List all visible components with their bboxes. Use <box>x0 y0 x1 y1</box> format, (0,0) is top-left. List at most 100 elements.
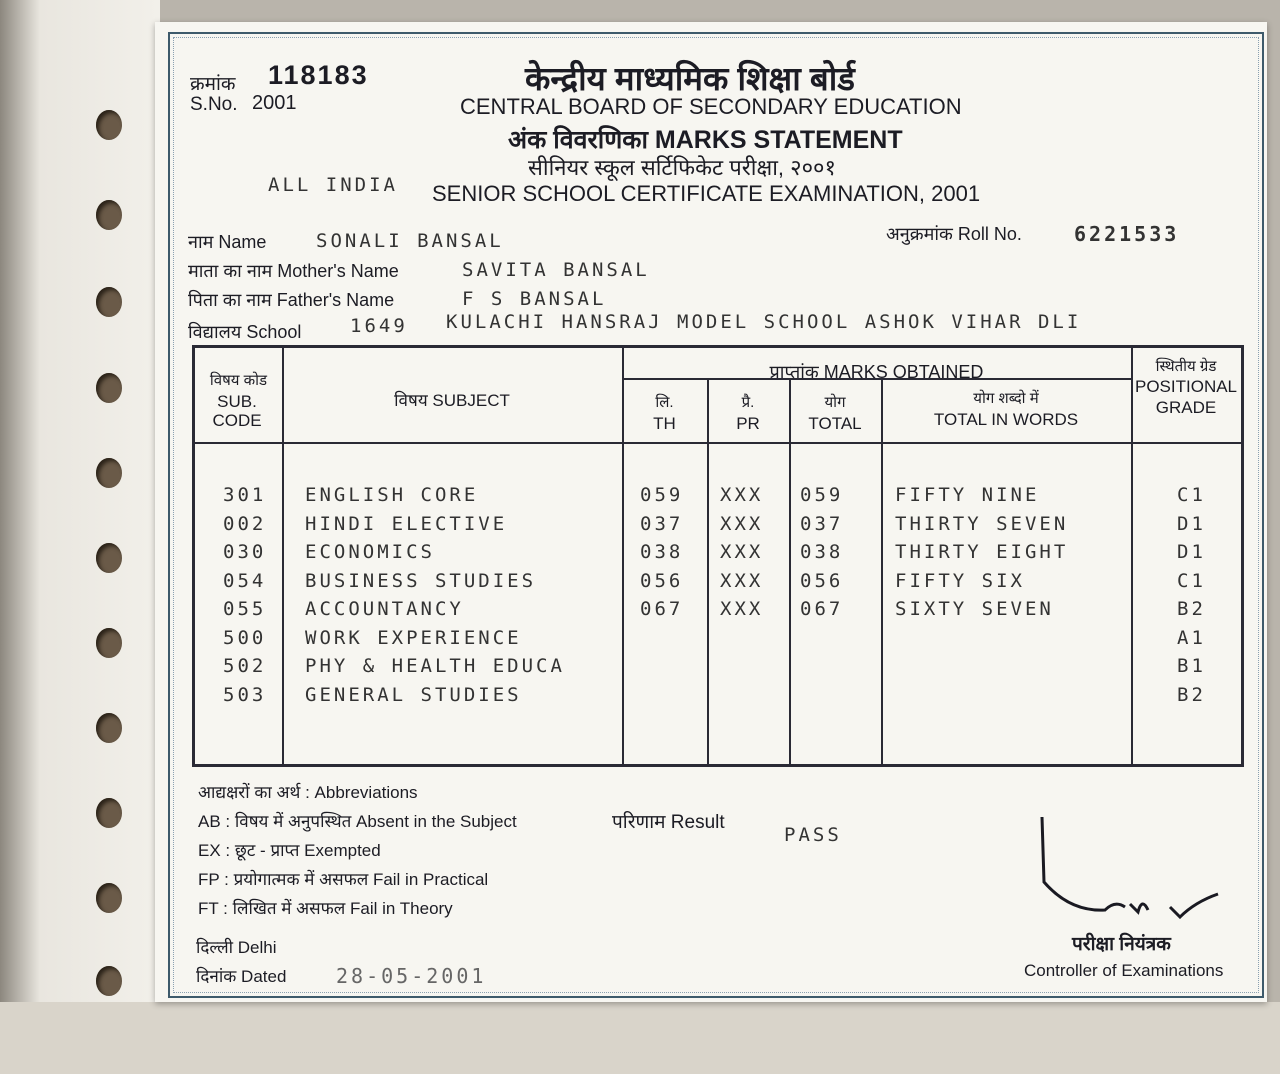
col-subject: विषय SUBJECT <box>394 391 510 410</box>
cell-total: 067 <box>800 598 844 620</box>
cell-subject: GENERAL STUDIES <box>305 683 522 706</box>
perforation-hole <box>96 883 122 913</box>
col-total: TOTAL <box>808 414 862 433</box>
perforation-hole <box>96 110 122 140</box>
cell-code: 030 <box>223 541 267 563</box>
cell-words: THIRTY EIGHT <box>895 541 1069 563</box>
exam-name: SENIOR SCHOOL CERTIFICATE EXAMINATION, 2… <box>432 181 981 206</box>
perforation-hole <box>96 628 122 658</box>
board-name: CENTRAL BOARD OF SECONDARY EDUCATION <box>460 94 962 119</box>
roll-number: 6221533 <box>1074 222 1180 246</box>
candidate-name: SONALI BANSAL <box>316 230 504 252</box>
father-name: F S BANSAL <box>462 288 607 310</box>
cell-grade: A1 <box>1177 626 1206 649</box>
cell-code: 301 <box>223 484 267 506</box>
cell-grade: B1 <box>1177 655 1206 677</box>
cell-th: 059 <box>640 484 684 506</box>
background-surface <box>0 1002 1280 1074</box>
border-frame <box>168 32 1264 998</box>
cell-subject: ENGLISH CORE <box>305 484 479 506</box>
col-words: TOTAL IN WORDS <box>933 410 1079 429</box>
col-grade-hindi: स्थितीय ग्रेड <box>1155 358 1217 375</box>
perforation-hole <box>96 543 122 573</box>
abbreviation-item: EX : छूट - प्राप्त Exempted <box>198 841 381 860</box>
cell-words: FIFTY SIX <box>895 569 1025 592</box>
serial-label: क्रमांक <box>190 74 236 95</box>
document-title: अंक विवरणिका MARKS STATEMENT <box>508 126 903 154</box>
name-label: नाम Name <box>188 232 267 252</box>
serial-number: 118183 <box>268 60 369 90</box>
region: ALL INDIA <box>268 174 398 196</box>
cell-total: 059 <box>800 484 844 506</box>
school-code: 1649 <box>350 315 408 337</box>
cell-code: 054 <box>223 569 267 592</box>
col-total-hindi: योग <box>824 394 846 411</box>
perforation-hole <box>96 373 122 403</box>
cell-th: 056 <box>640 569 684 592</box>
cell-subject: BUSINESS STUDIES <box>305 569 537 592</box>
cell-th: 067 <box>640 598 684 620</box>
cell-grade: B2 <box>1177 598 1206 620</box>
cell-code: 002 <box>223 512 267 535</box>
col-code-hindi: विषय कोड <box>209 372 268 389</box>
place: दिल्ली Delhi <box>196 938 277 957</box>
controller-hindi: परीक्षा नियंत्रक <box>1072 934 1171 955</box>
father-label: पिता का नाम Father's Name <box>188 290 395 310</box>
result-label: परिणाम Result <box>612 812 725 833</box>
cell-words: FIFTY NINE <box>895 484 1040 506</box>
abbreviation-item: आद्यक्षरों का अर्थ : Abbreviations <box>198 783 418 802</box>
perforation-hole <box>96 200 122 230</box>
signature <box>1040 816 1219 920</box>
perforation-hole <box>96 458 122 488</box>
cell-code: 500 <box>223 626 267 649</box>
cell-words: THIRTY SEVEN <box>895 512 1069 535</box>
date-label: दिनांक Dated <box>196 967 287 986</box>
perforation-hole <box>96 287 122 317</box>
perforated-strip <box>0 0 160 1074</box>
mother-label: माता का नाम Mother's Name <box>188 261 399 281</box>
board-name-hindi: केन्द्रीय माध्यमिक शिक्षा बोर्ड <box>525 60 855 97</box>
mother-name: SAVITA BANSAL <box>462 259 650 281</box>
cell-total: 037 <box>800 512 844 535</box>
cell-grade: D1 <box>1177 512 1206 535</box>
cell-grade: C1 <box>1177 484 1206 506</box>
cell-total: 038 <box>800 541 844 563</box>
cell-pr: XXX <box>720 512 764 535</box>
cell-subject: ACCOUNTANCY <box>305 598 464 620</box>
cell-pr: XXX <box>720 484 764 506</box>
cell-subject: PHY & HEALTH EDUCA <box>305 655 565 677</box>
sno-label: S.No. <box>190 94 238 115</box>
sno-value: 2001 <box>252 92 297 114</box>
cell-words: SIXTY SEVEN <box>895 598 1054 620</box>
marks-table: विषय कोड SUB. CODE विषय SUBJECT प्राप्ता… <box>192 345 1244 767</box>
school-label: विद्यालय School <box>188 322 302 342</box>
cell-code: 503 <box>223 683 267 706</box>
cell-grade: B2 <box>1177 683 1206 706</box>
col-words-hindi: योग शब्दो में <box>973 390 1039 407</box>
cell-th: 038 <box>640 541 684 563</box>
cell-subject: WORK EXPERIENCE <box>305 626 522 649</box>
col-code: SUB. CODE <box>212 392 262 430</box>
cell-code: 055 <box>223 598 267 620</box>
col-pr-hindi: प्रै. <box>741 394 755 411</box>
result-value: PASS <box>784 824 842 846</box>
perforation-hole <box>96 966 122 996</box>
col-grade: POSITIONAL GRADE <box>1134 377 1238 417</box>
cell-th: 037 <box>640 512 684 535</box>
school-name: KULACHI HANSRAJ MODEL SCHOOL ASHOK VIHAR… <box>446 311 1082 333</box>
cell-total: 056 <box>800 569 844 592</box>
date-value: 28-05-2001 <box>336 964 487 988</box>
perforation-hole <box>96 798 122 828</box>
abbreviation-item: AB : विषय में अनुपस्थित Absent in the Su… <box>198 812 517 831</box>
controller-title: Controller of Examinations <box>1024 961 1224 980</box>
perforation-hole <box>96 713 122 743</box>
abbreviation-item: FT : लिखित में असफल Fail in Theory <box>198 899 453 918</box>
col-th: TH <box>653 414 676 433</box>
cell-subject: HINDI ELECTIVE <box>305 512 508 535</box>
exam-name-hindi: सीनियर स्कूल सर्टिफिकेट परीक्षा, २००१ <box>528 155 836 180</box>
abbreviation-item: FP : प्रयोगात्मक में असफल Fail in Practi… <box>198 870 489 889</box>
col-marks: प्राप्तांक MARKS OBTAINED <box>769 362 984 382</box>
cell-pr: XXX <box>720 598 764 620</box>
cell-pr: XXX <box>720 541 764 563</box>
cell-grade: D1 <box>1177 541 1206 563</box>
